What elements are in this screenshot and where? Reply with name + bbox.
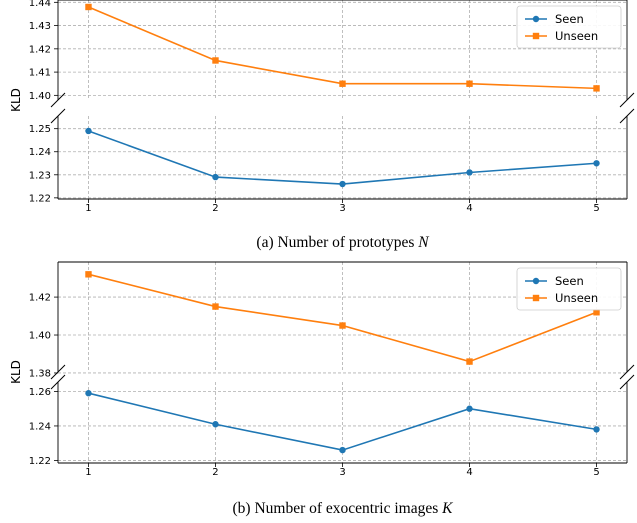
series-unseen <box>85 271 600 365</box>
y-tick-label: 1.23 <box>29 170 51 181</box>
y-tick-label: 1.26 <box>29 387 51 398</box>
legend-label: Seen <box>555 274 584 288</box>
x-tick-label: 4 <box>466 203 472 214</box>
data-point <box>593 85 600 92</box>
legend-marker <box>532 277 540 285</box>
legend-label: Seen <box>555 12 584 26</box>
data-point <box>466 80 473 87</box>
data-point <box>339 80 346 87</box>
y-tick-label: 1.38 <box>29 368 51 379</box>
y-tick-label: 1.24 <box>29 147 51 158</box>
legend-marker <box>532 294 540 302</box>
y-tick-label: 1.42 <box>29 293 51 304</box>
legend-entry-seen: Seen <box>525 12 584 26</box>
break-mark <box>619 108 635 124</box>
x-tick-label: 1 <box>85 203 91 214</box>
data-point <box>212 57 219 64</box>
legend-box <box>516 267 622 311</box>
chart-1: 1.40 1.41 1.42 1.43 1.44 1.22 1.23 1.24 1.25 1 2 3 4… <box>9 0 635 251</box>
legend-label: Unseen <box>555 291 598 305</box>
break-mark <box>50 374 66 390</box>
y-tick-label: 1.24 <box>29 421 51 432</box>
series-seen <box>85 127 600 188</box>
y-axis-label: KLD <box>9 360 23 384</box>
caption-variable: K <box>441 500 453 517</box>
legend: Seen Unseen <box>516 267 622 311</box>
data-point <box>593 309 600 316</box>
break-mark <box>619 364 635 380</box>
data-point <box>85 127 92 135</box>
data-point <box>339 322 346 329</box>
data-point <box>466 405 473 412</box>
lower-panel: 1.22 1.24 1.26 1 2 3 4 5 <box>29 382 628 478</box>
y-tick-label: 1.22 <box>29 193 51 204</box>
x-tick-label: 3 <box>339 467 345 478</box>
x-tick-label: 5 <box>593 203 599 214</box>
data-point <box>593 160 600 167</box>
y-tick-label: 1.42 <box>29 44 51 55</box>
upper-panel: 1.38 1.40 1.42 <box>29 261 628 379</box>
data-point <box>466 169 473 176</box>
data-point <box>212 303 219 310</box>
break-mark <box>50 364 66 380</box>
data-point <box>85 271 92 278</box>
break-mark <box>50 92 66 108</box>
data-point <box>339 446 346 454</box>
data-point <box>212 173 219 181</box>
legend-label: Unseen <box>555 29 598 43</box>
legend-entry-unseen: Unseen <box>525 291 598 305</box>
y-tick-label: 1.25 <box>29 124 51 135</box>
upper-panel: 1.40 1.41 1.42 1.43 1.44 <box>29 0 628 102</box>
data-point <box>339 180 346 188</box>
break-mark <box>50 108 66 124</box>
caption: (a) Number of prototypes N <box>256 234 430 251</box>
y-tick-label: 1.43 <box>29 21 51 32</box>
y-tick-label: 1.22 <box>29 456 51 467</box>
caption-text: (b) Number of exocentric images <box>233 500 443 517</box>
x-tick-label: 4 <box>466 467 472 478</box>
x-tick-label: 1 <box>85 467 91 478</box>
y-tick-label: 1.44 <box>29 0 51 9</box>
y-tick-label: 1.41 <box>29 68 51 79</box>
data-point <box>85 390 92 397</box>
caption: (b) Number of exocentric images K <box>233 500 454 517</box>
legend-entry-unseen: Unseen <box>525 29 598 43</box>
break-mark <box>619 374 635 390</box>
data-point <box>466 358 473 365</box>
y-tick-label: 1.40 <box>29 91 51 102</box>
break-mark <box>619 92 635 108</box>
data-point <box>85 3 92 11</box>
legend-marker <box>532 15 540 23</box>
series-seen <box>85 390 600 454</box>
y-axis-label: KLD <box>9 88 23 112</box>
caption-variable: N <box>417 234 430 251</box>
data-point <box>593 426 600 433</box>
legend-marker <box>532 32 540 40</box>
x-tick-label: 3 <box>339 203 345 214</box>
caption-text: (a) Number of prototypes <box>256 234 418 251</box>
series-unseen <box>85 3 600 92</box>
lower-panel: 1.22 1.23 1.24 1.25 1 2 3 4 5 <box>29 116 628 214</box>
x-tick-label: 5 <box>593 467 599 478</box>
chart-2: 1.38 1.40 1.42 1.22 1.24 1.26 1 2 3 4 5 KLD Seen Unse… <box>9 261 635 517</box>
series-line <box>88 392 597 451</box>
y-tick-label: 1.40 <box>29 331 51 342</box>
x-tick-label: 2 <box>212 203 218 214</box>
data-point <box>212 421 219 428</box>
legend-box <box>516 5 622 49</box>
legend: Seen Unseen <box>516 5 622 49</box>
legend-entry-seen: Seen <box>525 274 584 288</box>
x-tick-label: 2 <box>212 467 218 478</box>
